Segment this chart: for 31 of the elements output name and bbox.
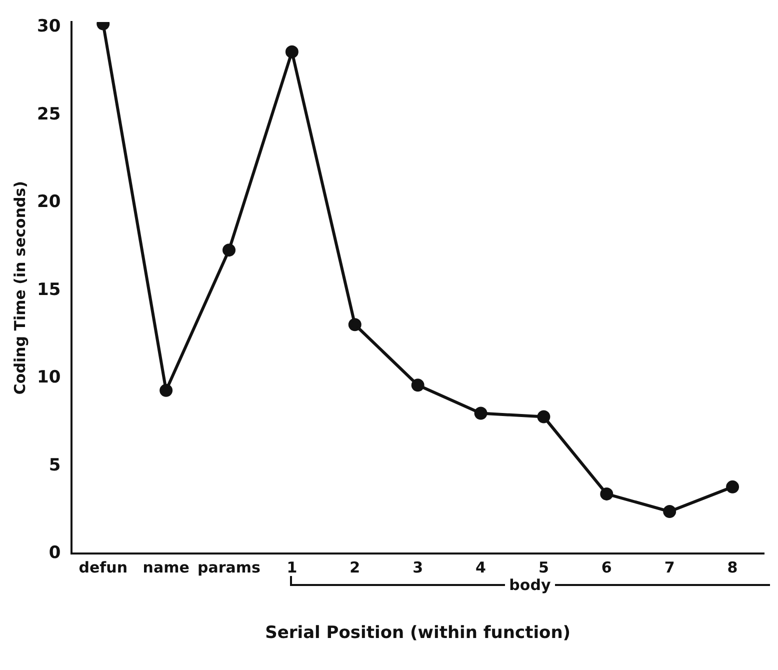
point	[348, 318, 362, 332]
point	[285, 45, 298, 58]
point	[663, 504, 676, 518]
x-axis-title: Serial Position (within function)	[265, 623, 571, 644]
y-tick-label: 25	[36, 104, 61, 124]
y-tick-label: 10	[36, 368, 61, 388]
x-tick-label: 2	[350, 558, 360, 576]
point	[600, 487, 614, 500]
y-tick-label: 0	[48, 543, 61, 564]
x-tick-label: 7	[664, 558, 675, 576]
y-axis-title: Coding Time (in seconds)	[10, 180, 29, 395]
y-tick-label: 20	[36, 192, 61, 212]
x-tick-label: 3	[412, 558, 424, 576]
point	[411, 378, 424, 392]
x-tick-label: 6	[601, 558, 612, 576]
x-tick-label: 1	[286, 558, 298, 576]
point	[537, 410, 550, 424]
y-tick-label: 15	[36, 280, 61, 300]
x-tick-label: defun	[78, 558, 128, 576]
point	[222, 244, 236, 257]
x-tick-label: 5	[538, 558, 549, 576]
x-tick-label: name	[142, 558, 190, 576]
text: body	[505, 576, 555, 594]
x-tick-label: 8	[727, 558, 738, 576]
point	[726, 480, 740, 494]
point	[160, 384, 173, 397]
x-tick-label: 4	[476, 558, 486, 576]
y-tick-label: 5	[48, 455, 61, 476]
y-tick-label: 30	[36, 16, 61, 37]
point	[474, 406, 488, 420]
x-tick-label: params	[198, 558, 261, 576]
